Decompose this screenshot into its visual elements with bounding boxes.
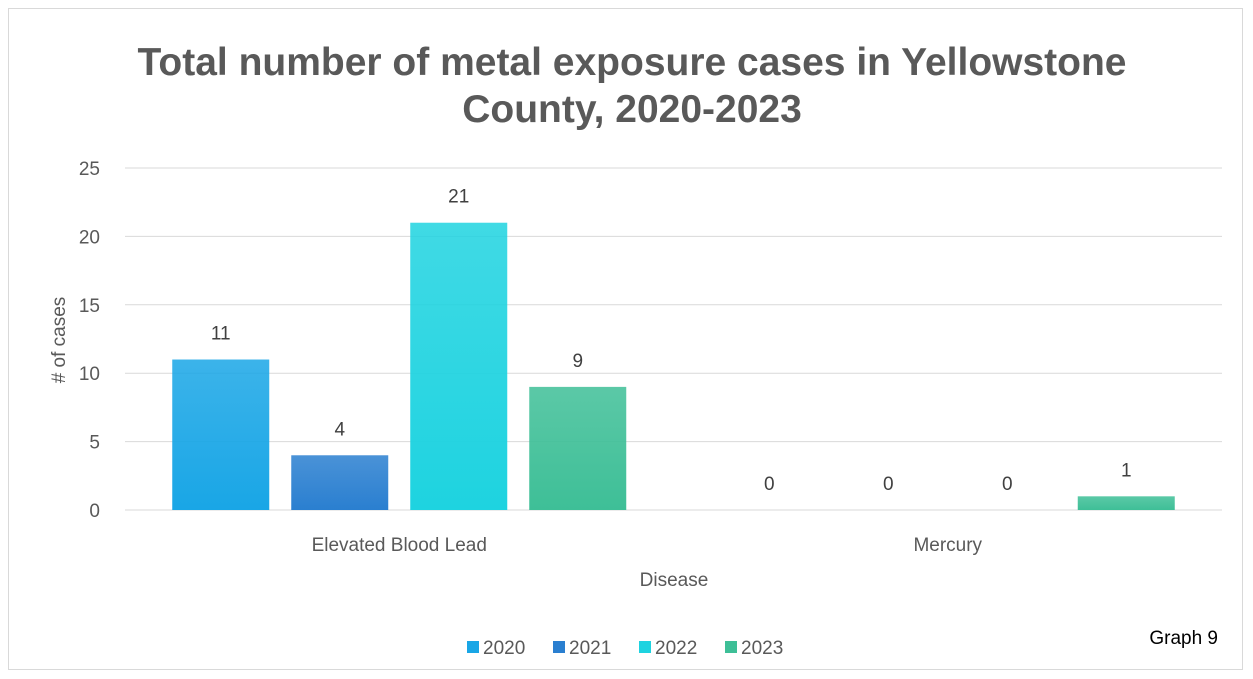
data-label: 4 (334, 419, 345, 440)
data-labels: 11 4 21 9 0 0 0 1 (211, 187, 1132, 495)
x-axis-title: Disease (640, 570, 709, 591)
legend-swatch-2023 (725, 641, 737, 653)
data-label: 11 (211, 324, 231, 345)
bars (172, 222, 1175, 510)
y-axis-title: # of cases (49, 297, 70, 384)
category-label: Elevated Blood Lead (312, 535, 487, 556)
data-label: 1 (1121, 460, 1132, 481)
x-axis-categories: Elevated Blood Lead Mercury (312, 535, 983, 556)
bar-2020-0 (172, 359, 270, 510)
legend-label: 2022 (655, 638, 697, 659)
y-tick-label: 20 (79, 227, 100, 248)
data-label: 0 (764, 474, 775, 495)
legend-swatch-2021 (553, 641, 565, 653)
chart-title-line-2: County, 2020-2023 (462, 88, 802, 131)
legend-label: 2020 (483, 638, 525, 659)
bar-2021-0 (291, 455, 389, 510)
bar-2022-0 (410, 222, 508, 510)
legend-swatch-2022 (639, 641, 651, 653)
graph-number-note: Graph 9 (1149, 628, 1218, 649)
y-tick-label: 0 (89, 501, 100, 522)
data-label: 21 (448, 187, 469, 208)
data-label: 0 (883, 474, 894, 495)
bar-2023-1 (1077, 496, 1175, 510)
y-axis-ticks: 0 5 10 15 20 25 (79, 159, 100, 522)
legend-swatch-2020 (467, 641, 479, 653)
y-tick-label: 5 (89, 433, 100, 454)
y-tick-label: 15 (79, 296, 100, 317)
chart-title-line-1: Total number of metal exposure cases in … (137, 41, 1126, 84)
y-tick-label: 10 (79, 364, 100, 385)
data-label: 9 (572, 351, 583, 372)
gridlines (125, 167, 1222, 511)
legend: 2020 2021 2022 2023 (467, 638, 783, 659)
legend-label: 2021 (569, 638, 611, 659)
legend-label: 2023 (741, 638, 783, 659)
category-label: Mercury (913, 535, 982, 556)
bar-2023-0 (529, 386, 627, 510)
chart-frame (8, 8, 1243, 670)
data-label: 0 (1002, 474, 1013, 495)
y-tick-label: 25 (79, 159, 100, 180)
